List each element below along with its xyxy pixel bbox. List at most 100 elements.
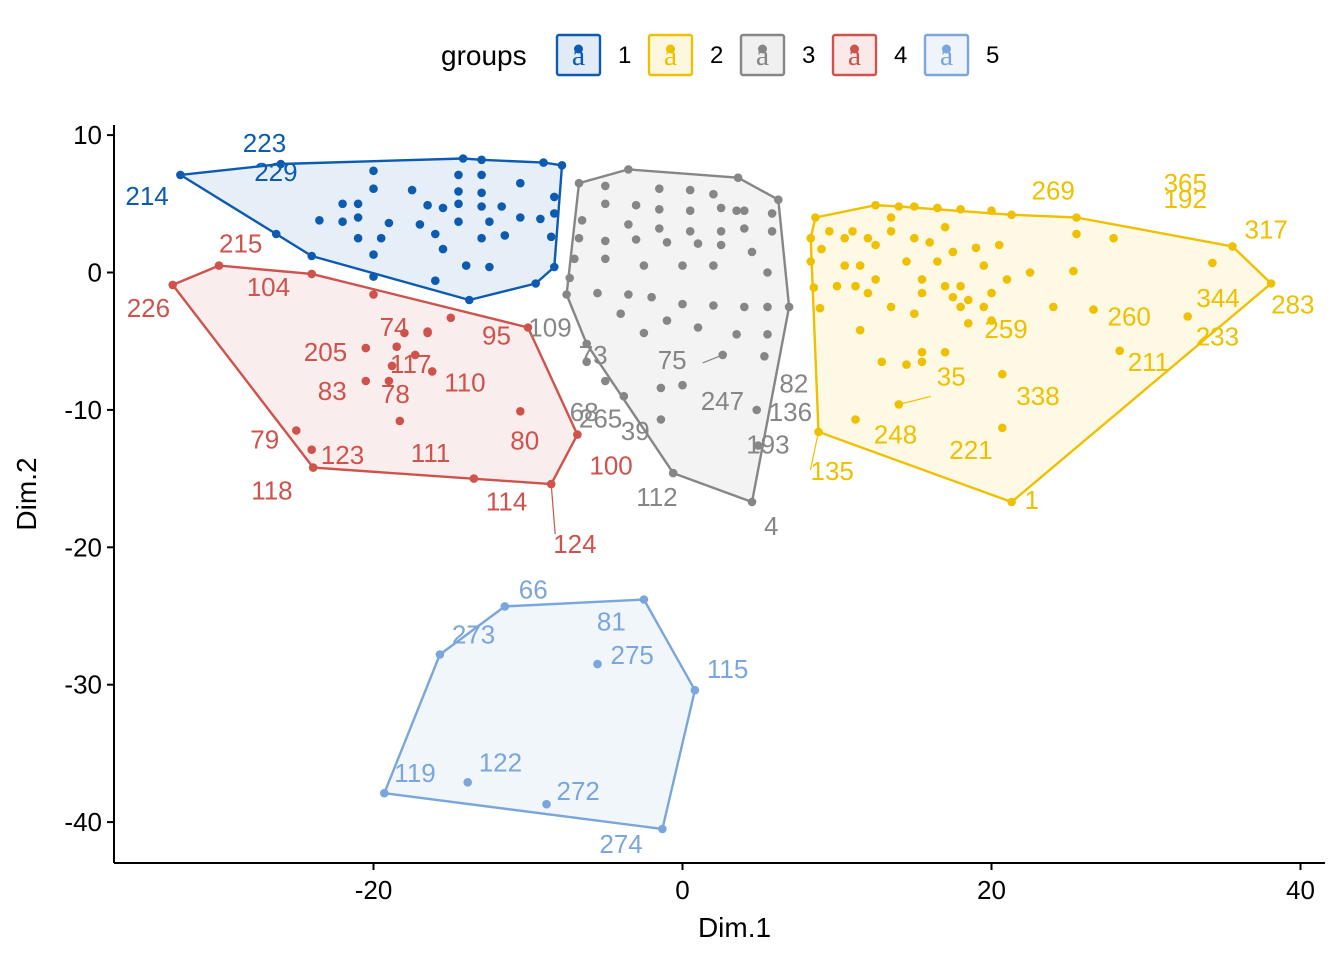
data-point-group-1 [338, 217, 347, 226]
data-point-group-2 [940, 347, 950, 357]
data-point-group-2 [851, 281, 860, 291]
data-point-group-3 [601, 254, 610, 264]
data-point-group-1 [454, 170, 463, 180]
point-label-74: 74 [380, 312, 409, 342]
point-label-344: 344 [1196, 283, 1239, 313]
cluster-hull-2 [809, 203, 1273, 504]
point-label-259: 259 [984, 314, 1027, 344]
y-axis-title: Dim.2 [11, 457, 42, 530]
data-point-group-1 [465, 295, 474, 305]
data-point-group-2 [817, 244, 826, 254]
data-point-group-3 [747, 497, 757, 507]
point-label-111: 111 [411, 438, 451, 468]
legend-key-dot [574, 44, 583, 54]
data-point-group-4 [523, 323, 533, 332]
data-point-group-2 [855, 261, 865, 270]
data-point-group-1 [454, 217, 463, 226]
point-label-269: 269 [1032, 176, 1075, 206]
data-point-group-2 [987, 316, 996, 325]
data-point-group-2 [910, 202, 919, 211]
data-point-group-2 [886, 302, 896, 312]
data-point-group-2 [956, 302, 965, 312]
legend-label-4: 4 [894, 42, 907, 69]
data-point-group-5 [690, 685, 700, 695]
data-point-group-3 [763, 268, 772, 277]
data-point-group-3 [740, 224, 749, 233]
data-point-group-1 [176, 170, 185, 180]
data-point-group-3 [631, 235, 641, 244]
cluster-hull-5 [383, 598, 697, 831]
data-point-group-1 [550, 192, 559, 202]
data-point-group-1 [500, 231, 510, 240]
data-point-group-2 [877, 357, 887, 367]
point-label-223: 223 [243, 128, 286, 158]
point-label-272: 272 [557, 776, 600, 806]
point-label-229: 229 [254, 157, 297, 187]
data-point-group-2 [871, 275, 880, 284]
data-point-group-3 [570, 254, 579, 264]
data-point-group-2 [1266, 279, 1276, 288]
data-point-group-3 [678, 380, 687, 390]
data-point-group-5 [380, 788, 389, 798]
point-label-104: 104 [247, 272, 290, 302]
data-point-group-2 [987, 206, 996, 215]
data-point-group-2 [840, 261, 849, 270]
data-point-group-1 [415, 220, 425, 229]
data-points [168, 154, 1276, 834]
y-tick-label: 0 [88, 258, 102, 288]
data-point-group-3 [685, 227, 695, 236]
data-point-group-4 [292, 426, 301, 435]
data-point-group-1 [477, 202, 486, 211]
point-label-110: 110 [444, 367, 485, 397]
data-point-group-1 [550, 209, 559, 218]
point-label-265: 265 [579, 404, 622, 434]
data-point-group-3 [639, 328, 649, 338]
data-point-group-2 [964, 319, 973, 328]
point-label-260: 260 [1108, 302, 1151, 332]
data-point-group-3 [624, 165, 633, 174]
data-point-group-3 [565, 273, 574, 283]
data-point-group-2 [925, 238, 934, 247]
data-point-group-3 [767, 227, 777, 236]
data-point-group-1 [369, 250, 378, 259]
data-point-group-1 [353, 213, 363, 222]
data-point-group-3 [740, 302, 749, 312]
data-point-group-3 [678, 261, 687, 270]
data-point-group-3 [716, 240, 726, 250]
data-point-group-1 [271, 229, 281, 239]
data-point-group-2 [832, 281, 842, 291]
data-point-group-3 [656, 415, 666, 424]
data-point-group-1 [423, 200, 432, 210]
data-point-group-3 [763, 330, 772, 339]
point-label-136: 136 [769, 397, 812, 427]
data-point-group-2 [886, 227, 896, 236]
data-point-group-5 [542, 799, 551, 809]
point-label-109: 109 [528, 313, 571, 343]
data-point-group-2 [1002, 275, 1012, 284]
data-point-group-1 [477, 170, 486, 180]
point-label-221: 221 [949, 435, 992, 465]
y-tick-label: 10 [73, 120, 102, 150]
data-point-group-2 [863, 233, 873, 243]
point-label-365: 365 [1164, 168, 1207, 198]
point-label-273: 273 [452, 620, 495, 650]
data-point-group-1 [557, 161, 567, 170]
data-point-group-2 [1183, 312, 1192, 321]
data-point-group-2 [971, 243, 981, 253]
data-point-group-1 [454, 199, 463, 209]
y-tick-label: -20 [64, 532, 102, 562]
data-point-group-2 [1072, 213, 1081, 222]
data-point-group-1 [431, 276, 440, 286]
data-point-group-1 [431, 229, 440, 239]
point-labels: 223 214 229 269 365 317 192 344 283 260 259 233 211 3… [125, 128, 1314, 859]
data-point-group-4 [573, 430, 582, 439]
data-point-group-1 [353, 199, 363, 209]
data-point-group-2 [979, 302, 989, 312]
data-point-group-4 [400, 328, 409, 338]
point-label-112: 112 [636, 482, 677, 512]
point-label-119: 119 [394, 758, 435, 788]
data-point-group-3 [740, 206, 749, 215]
data-point-group-2 [917, 275, 927, 284]
y-tick-label: -10 [64, 395, 102, 425]
